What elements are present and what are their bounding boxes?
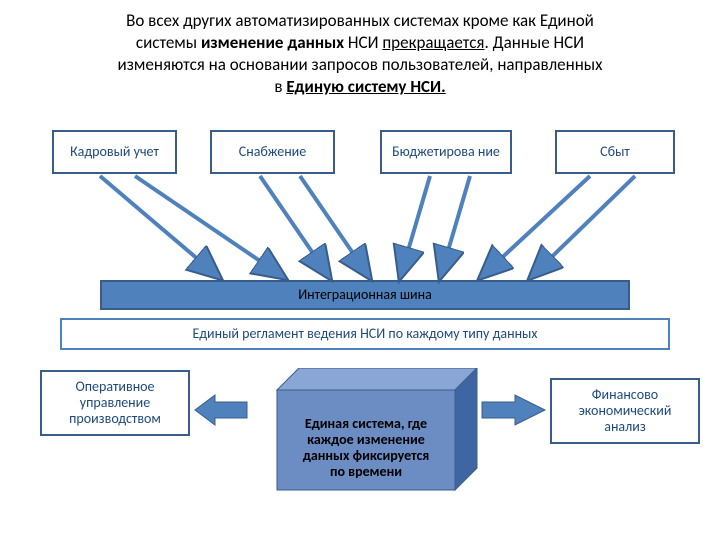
cube-system: Единая система, где каждое изменение дан… (255, 368, 485, 513)
box-budget: Бюджетирова ние (380, 130, 512, 174)
bar-regulation: Единый регламент ведения НСИ по каждому … (60, 318, 670, 350)
arrow-left-icon (195, 395, 247, 425)
heading-text: Во всех других автоматизированных систем… (0, 0, 720, 98)
arrow-right-icon (482, 395, 545, 425)
box-snabzhenie: Снабжение (210, 130, 335, 174)
bar-integration-bus: Интеграционная шина (100, 280, 630, 310)
box-sbyt: Сбыт (555, 130, 675, 174)
box-kadrovy: Кадровый учет (52, 130, 177, 174)
box-operational: Оперативное управление производством (40, 370, 190, 436)
box-financial: Финансово экономический анализ (550, 378, 700, 444)
